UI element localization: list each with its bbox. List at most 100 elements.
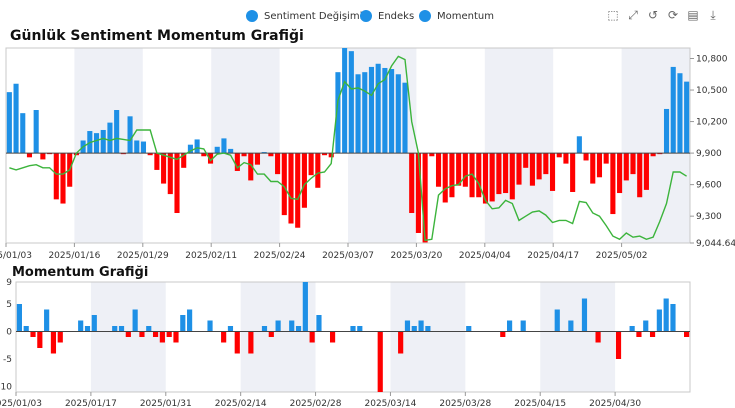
momentum-bar [357, 326, 363, 332]
sentiment-bar [637, 153, 643, 198]
save-image-icon[interactable]: ⤓ [710, 8, 716, 22]
sentiment-bar [610, 153, 616, 215]
sentiment-bar [241, 153, 247, 157]
momentum-bar [173, 331, 179, 343]
sentiment-bar [288, 153, 294, 224]
y-tick-label: -5 [3, 355, 12, 365]
momentum-bar [500, 331, 506, 337]
sentiment-bar [375, 63, 381, 154]
momentum-bar [649, 331, 656, 337]
sentiment-bar [93, 133, 100, 154]
sentiment-bar [355, 74, 361, 154]
sentiment-bar [650, 153, 656, 157]
sentiment-bar [348, 51, 354, 154]
sentiment-bar [429, 153, 435, 157]
sentiment-bar [187, 144, 193, 154]
legend-label: Momentum [437, 10, 494, 22]
sentiment-bar [161, 153, 167, 184]
sentiment-bar [677, 73, 683, 154]
sentiment-bar [516, 153, 522, 185]
y-tick-label: 10,800 [696, 55, 728, 65]
sentiment-bar [154, 153, 160, 170]
sentiment-bar [301, 153, 307, 208]
x-tick-label: 2025/04/17 [527, 251, 579, 261]
data-view-icon[interactable]: ▤ [687, 8, 699, 22]
sentiment-bar [583, 153, 589, 161]
sentiment-bar [13, 83, 19, 154]
sentiment-bar [201, 153, 207, 157]
sentiment-bar [563, 153, 569, 164]
sentiment-bar [617, 153, 623, 194]
momentum-bar [568, 320, 574, 332]
x-tick-label: 2025/04/30 [589, 399, 641, 408]
momentum-bar [629, 326, 635, 332]
momentum-bar [91, 315, 97, 332]
momentum-bar [159, 331, 165, 343]
y-tick-label: 9,900 [696, 149, 722, 159]
sentiment-bar [134, 140, 140, 154]
x-tick-label: 2025/05/02 [596, 251, 648, 261]
momentum-bar [180, 315, 186, 332]
sentiment-bar [684, 81, 690, 154]
momentum-bar [50, 331, 57, 354]
zoom-select-icon[interactable]: ⬚ [607, 8, 619, 22]
x-tick-label: 2025/02/14 [215, 399, 267, 408]
momentum-chart: 9 5 0 -5 -10 2025/01/03 2025/01/17 2025/01/31 20… [0, 278, 691, 408]
x-tick-label: 2025/03/28 [439, 399, 491, 408]
momentum-bar [84, 326, 91, 332]
sentiment-bar [194, 139, 200, 154]
sentiment-bar [663, 108, 670, 154]
legend-label: Sentiment Değişimi [264, 10, 363, 22]
momentum-bar [207, 320, 213, 332]
sentiment-bar [60, 153, 66, 204]
x-tick-label: 2025/04/15 [514, 399, 566, 408]
sentiment-bar [6, 92, 12, 154]
sentiment-bar [389, 69, 395, 154]
sentiment-bar [328, 153, 334, 158]
restore-icon[interactable]: ↺ [647, 8, 659, 22]
sentiment-bar [308, 153, 314, 176]
sentiment-bar [140, 141, 147, 154]
legend: Sentiment Değişimi Endeks Momentum [0, 6, 735, 26]
sentiment-bar [362, 72, 368, 154]
sentiment-bar [462, 153, 468, 187]
sentiment-bar [657, 153, 663, 155]
legend-item-momentum[interactable]: Momentum [419, 6, 494, 26]
legend-item-sentiment[interactable]: Sentiment Değişimi [246, 6, 362, 26]
plot-frame [15, 281, 691, 393]
momentum-bar [166, 331, 172, 337]
sentiment-bar [100, 129, 106, 154]
momentum-bar [520, 320, 526, 332]
sentiment-bar [207, 153, 214, 164]
sentiment-bar [570, 153, 576, 192]
sentiment-bar [536, 153, 542, 180]
sentiment-bar [556, 153, 562, 158]
x-tick-label: 2025/01/03 [0, 399, 42, 408]
sentiment-bar [422, 153, 428, 243]
sentiment-bar [489, 153, 495, 202]
sentiment-bar [261, 152, 267, 154]
momentum-bar [302, 282, 308, 332]
sentiment-bar [127, 116, 133, 154]
chart-title-top: Günlük Sentiment Momentum Grafiği [10, 28, 304, 44]
sentiment-bar [315, 153, 321, 188]
sentiment-bar [603, 153, 609, 164]
sentiment-bar [47, 153, 53, 155]
momentum-bar [418, 320, 424, 332]
x-tick-label: 2025/03/07 [322, 251, 374, 261]
momentum-bar [506, 320, 513, 332]
x-tick-label: 2025/02/28 [290, 399, 342, 408]
momentum-bar [139, 331, 145, 337]
momentum-bar [350, 326, 356, 332]
sentiment-bar [630, 153, 636, 175]
sentiment-bar [523, 153, 529, 168]
x-tick-label: 2025/01/17 [65, 399, 117, 408]
zoom-reset-icon[interactable]: ⤢ [628, 8, 638, 22]
refresh-icon[interactable]: ⟳ [667, 8, 679, 22]
sentiment-bar [147, 153, 153, 156]
y-tick-label: 0 [6, 328, 12, 338]
momentum-bar [670, 304, 676, 332]
sentiment-bar [281, 153, 287, 216]
x-tick-label: 2025/04/04 [459, 251, 511, 261]
legend-item-endeks[interactable]: Endeks [360, 6, 414, 26]
